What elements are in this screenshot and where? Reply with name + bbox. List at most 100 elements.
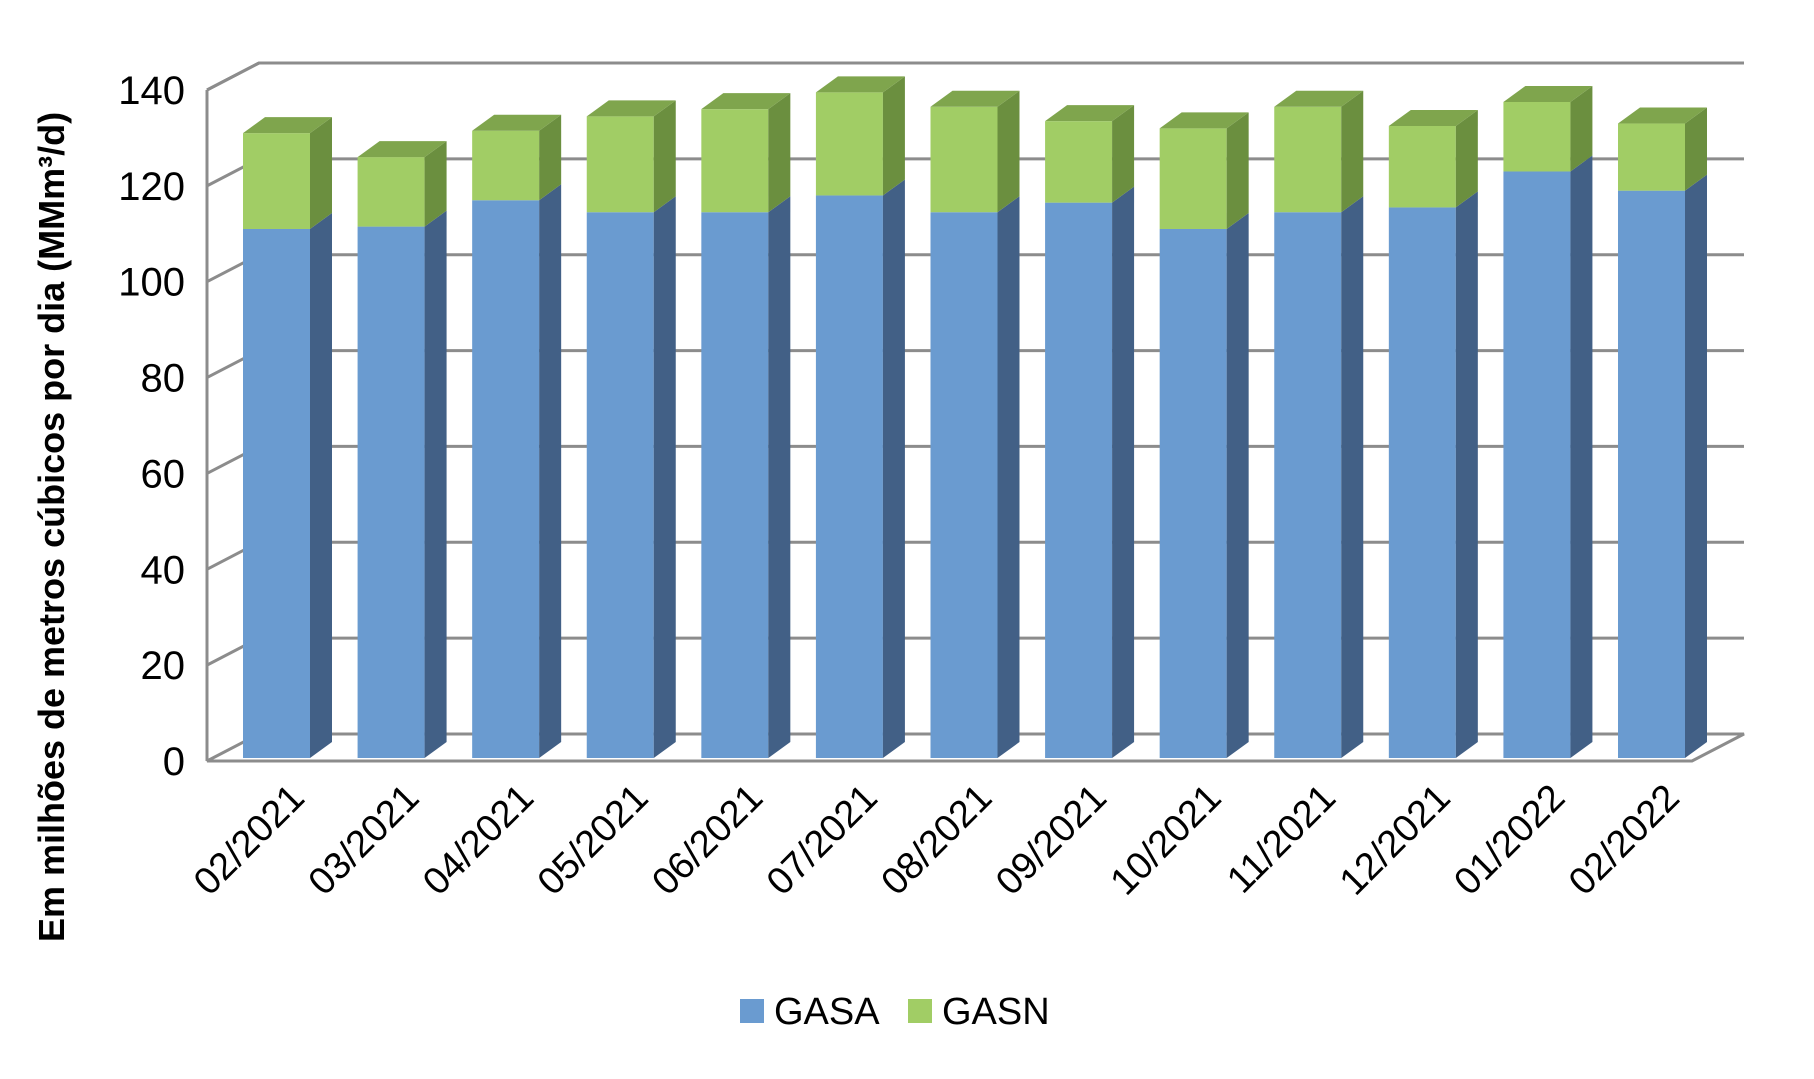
y-tick-label: 140: [118, 69, 185, 113]
legend-label: GASN: [942, 991, 1050, 1033]
bar-top: [357, 141, 447, 158]
bar-segment-gasn: [1274, 90, 1364, 213]
bar-segment-gasa: [357, 210, 447, 758]
y-tick-label: 20: [141, 644, 186, 688]
bar-front: [815, 195, 883, 758]
x-tick-label: 07/2021: [759, 777, 886, 904]
bar-front: [1159, 228, 1227, 758]
bar-top: [586, 100, 676, 117]
bar-segment-gasn: [1503, 85, 1593, 172]
bar-top: [1045, 105, 1135, 122]
bar-segment-gasn: [357, 141, 447, 227]
bar-front: [472, 200, 540, 758]
bar-front: [701, 109, 769, 213]
bar-front: [1388, 125, 1456, 208]
bar-front: [1618, 123, 1685, 191]
bar-front: [586, 116, 654, 213]
y-axis-top-edge: [206, 61, 260, 92]
bar-top: [1388, 109, 1478, 126]
bar-front: [701, 212, 769, 759]
x-tick-label: 02/2021: [186, 777, 313, 904]
bar-side: [424, 141, 447, 227]
bar-segment-gasn: [472, 114, 562, 201]
bar-front: [1045, 202, 1113, 758]
bar-front: [1274, 106, 1342, 213]
bar-segment-gasa: [1503, 155, 1593, 758]
bar-side: [997, 196, 1020, 759]
x-tick-label: 06/2021: [644, 777, 771, 904]
bar-front: [243, 228, 310, 758]
bar-segment-gasa: [930, 196, 1020, 759]
bar-segment-gasa: [1045, 186, 1135, 758]
bar-side: [768, 196, 791, 759]
bar-segment-gasa: [1274, 196, 1364, 759]
x-tick-label: 04/2021: [415, 777, 542, 904]
x-tick-label: 12/2021: [1332, 777, 1459, 904]
bar-top: [1618, 107, 1707, 124]
x-tick-label: 09/2021: [988, 777, 1115, 904]
gridline: [206, 61, 1744, 92]
bar-top: [1274, 90, 1364, 107]
bar-segment-gasn: [815, 76, 905, 196]
bar-segment-gasn: [243, 117, 332, 229]
bar-side: [1455, 109, 1478, 208]
bar-side: [882, 179, 905, 758]
bar-side: [1570, 85, 1593, 172]
bar-side: [653, 100, 676, 213]
bar-segment-gasa: [1159, 212, 1249, 758]
bars: [243, 76, 1707, 759]
bar-segment-gasn: [1045, 105, 1135, 203]
bar-segment-gasa: [243, 212, 332, 758]
bar-side: [1455, 191, 1478, 759]
bar-side: [997, 90, 1020, 213]
y-tick-label: 40: [141, 548, 186, 592]
bar-side: [1685, 107, 1707, 191]
legend-swatch: [740, 999, 764, 1023]
bar-top: [701, 93, 791, 110]
bar-side: [310, 117, 332, 229]
y-tick-label: 0: [163, 740, 185, 784]
bar-top: [815, 76, 905, 93]
y-tick-label: 100: [118, 261, 185, 305]
bar-side: [1341, 196, 1364, 759]
legend-swatch: [908, 999, 932, 1023]
bar-front: [930, 212, 998, 759]
bar-segment-gasn: [930, 90, 1020, 213]
bar-front: [472, 130, 540, 201]
legend-label: GASA: [774, 991, 880, 1033]
bar-segment-gasn: [1159, 112, 1249, 229]
legend-item-gasn: GASN: [908, 991, 1050, 1033]
bar-front: [243, 133, 310, 229]
bar-segment-gasa: [1618, 174, 1707, 758]
y-tick-label: 120: [118, 165, 185, 209]
bar-front: [1274, 212, 1342, 759]
y-tick-label: 80: [141, 357, 186, 401]
bar-front: [357, 226, 425, 758]
x-tick-label: 11/2021: [1219, 777, 1344, 902]
bar-front: [1388, 207, 1456, 759]
bar-side: [1341, 90, 1364, 213]
bar-side: [768, 93, 791, 213]
y-axis-title: Em milhões de metros cúbicos por dia (MM…: [31, 112, 72, 942]
bar-segment-gasa: [472, 184, 562, 758]
bar-side: [539, 114, 562, 201]
bar-side: [1226, 112, 1249, 229]
bar-front: [1503, 101, 1571, 172]
x-tick-label: 02/2022: [1561, 777, 1688, 904]
bar-side: [1112, 186, 1135, 758]
bar-segment-gasa: [1388, 191, 1478, 759]
bar-segment-gasn: [586, 100, 676, 213]
bar-segment-gasn: [1388, 109, 1478, 208]
bar-front: [357, 157, 425, 227]
bar-front: [1159, 128, 1227, 229]
bar-side: [1570, 155, 1593, 758]
bar-front: [1618, 190, 1685, 758]
bar-front: [586, 212, 654, 759]
legend: GASA GASN: [740, 991, 1050, 1033]
axes: [205, 61, 1745, 763]
bar-top: [243, 117, 332, 134]
bar-front: [930, 106, 998, 213]
bar-segment-gasn: [701, 93, 791, 213]
bar-segment-gasa: [586, 196, 676, 759]
